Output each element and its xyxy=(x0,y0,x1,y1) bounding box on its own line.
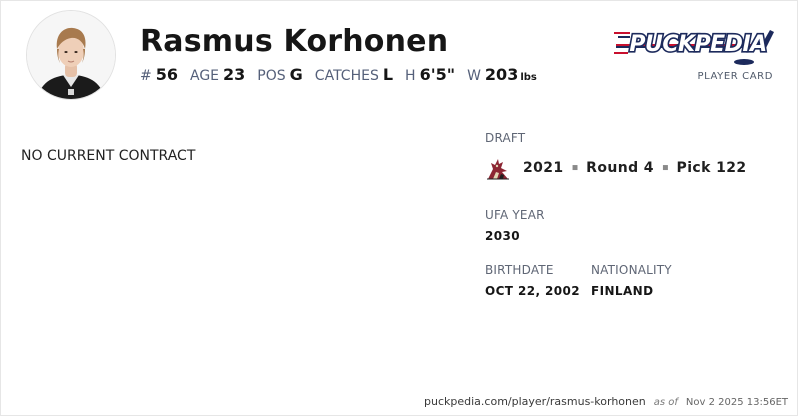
stat-label: W xyxy=(467,68,481,84)
stat-label: CATCHES xyxy=(314,68,379,84)
player-headshot-image xyxy=(27,11,115,99)
stat-unit: lbs xyxy=(520,72,537,83)
footer: puckpedia.com/player/rasmus-korhonen as … xyxy=(424,395,788,408)
stat-label: # xyxy=(140,68,152,84)
coyotes-logo-icon xyxy=(487,159,509,180)
stat-catches: CATCHES L xyxy=(315,65,393,84)
player-name: Rasmus Korhonen xyxy=(140,24,449,59)
separator-icon: ◾ xyxy=(661,163,669,173)
as-of-label: as of xyxy=(653,397,678,408)
nationality-value: FINLAND xyxy=(591,284,654,298)
separator-icon: ◾ xyxy=(571,163,579,173)
stat-value: L xyxy=(382,65,394,84)
ufa-year-label: UFA YEAR xyxy=(485,208,545,222)
birthdate-value: OCT 22, 2002 xyxy=(485,284,581,298)
player-avatar xyxy=(26,10,116,100)
stat-height: H 6'5" xyxy=(405,65,455,84)
draft-info: 2021 ◾ Round 4 ◾ Pick 122 xyxy=(485,154,747,182)
player-url-link[interactable]: puckpedia.com/player/rasmus-korhonen xyxy=(424,395,646,408)
puckpedia-logo[interactable]: PUCKPEDIA xyxy=(612,22,774,68)
draft-year: 2021 xyxy=(523,160,564,176)
draft-round: Round 4 xyxy=(586,160,654,176)
stat-value: 6'5" xyxy=(419,65,456,84)
contract-status: NO CURRENT CONTRACT xyxy=(21,148,196,164)
nationality-label: NATIONALITY xyxy=(591,263,672,277)
stat-value: 56 xyxy=(155,65,178,84)
stat-position: POS G xyxy=(257,65,303,84)
draft-pick: Pick 122 xyxy=(676,160,747,176)
logo-lettering: PUCKPEDIA xyxy=(629,32,766,57)
stat-value: 23 xyxy=(223,65,246,84)
stat-number: # 56 xyxy=(140,65,178,84)
birthdate-label: BIRTHDATE xyxy=(485,263,554,277)
stat-age: AGE 23 xyxy=(190,65,245,84)
stat-value: 203 xyxy=(484,65,519,84)
ufa-year-value: 2030 xyxy=(485,229,520,243)
player-stats-row: # 56 AGE 23 POS G CATCHES L H 6'5" W 203… xyxy=(140,65,549,84)
player-card-caption: PLAYER CARD xyxy=(697,71,773,82)
stat-label: H xyxy=(405,68,416,84)
updated-timestamp: Nov 2 2025 13:56ET xyxy=(685,397,788,408)
stat-weight: W 203 lbs xyxy=(467,65,537,84)
stat-label: POS xyxy=(257,68,286,84)
stat-value: G xyxy=(289,65,303,84)
stat-label: AGE xyxy=(190,68,220,84)
draft-label: DRAFT xyxy=(485,131,526,145)
